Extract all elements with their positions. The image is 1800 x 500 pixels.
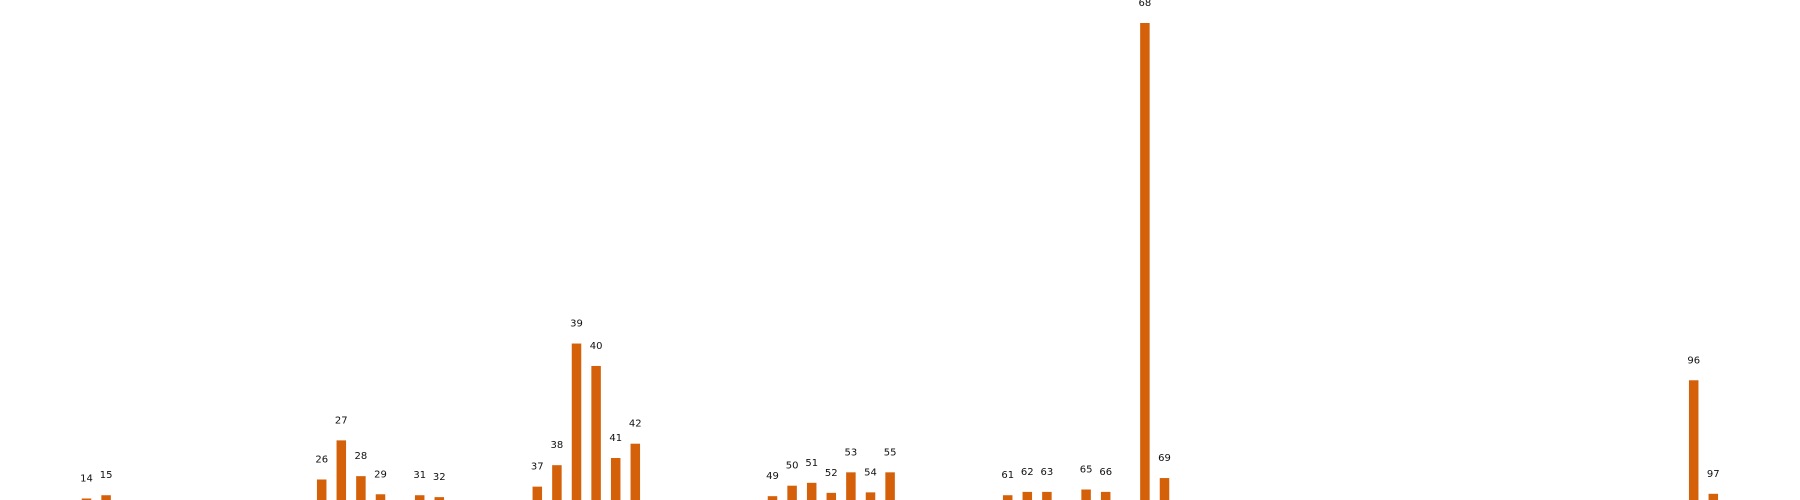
bar-26	[316, 479, 327, 500]
bar-41	[610, 458, 621, 500]
bar-27	[336, 440, 347, 500]
bar-96	[1688, 380, 1699, 500]
bar-66	[1100, 491, 1111, 500]
bar-label-42: 42	[629, 419, 642, 430]
bar-61	[1002, 495, 1013, 500]
bar-50	[787, 485, 797, 500]
bars-group	[81, 23, 1719, 500]
bar-label-31: 31	[413, 470, 426, 481]
bar-37	[532, 486, 543, 500]
bar-63	[1042, 491, 1052, 500]
bar-label-96: 96	[1687, 355, 1700, 366]
bar-69	[1159, 478, 1170, 500]
bar-label-37: 37	[531, 462, 544, 473]
bar-52	[826, 492, 837, 500]
bar-label-32: 32	[433, 472, 446, 483]
bar-label-14: 14	[80, 474, 93, 485]
bar-label-27: 27	[335, 415, 348, 426]
bar-39	[571, 343, 582, 500]
bar-label-38: 38	[551, 440, 564, 451]
bar-label-63: 63	[1041, 467, 1054, 478]
bar-label-62: 62	[1021, 467, 1034, 478]
bar-14	[81, 498, 92, 500]
bar-label-54: 54	[864, 467, 877, 478]
bar-label-55: 55	[884, 447, 897, 458]
bar-15	[101, 495, 111, 500]
bar-label-29: 29	[374, 469, 387, 480]
bar-40	[591, 365, 601, 500]
bar-label-61: 61	[1001, 470, 1014, 481]
bar-label-50: 50	[786, 461, 799, 472]
bar-49	[767, 496, 778, 500]
bar-label-41: 41	[609, 433, 622, 444]
bar-65	[1081, 489, 1091, 500]
bar-31	[414, 495, 425, 500]
bar-42	[630, 443, 641, 500]
bar-label-28: 28	[355, 451, 368, 462]
bar-label-51: 51	[805, 458, 818, 469]
bar-label-26: 26	[315, 454, 328, 465]
bar-54	[865, 492, 876, 500]
bar-55	[885, 472, 895, 500]
bar-label-39: 39	[570, 319, 583, 330]
bar-label-52: 52	[825, 468, 838, 479]
bar-label-69: 69	[1158, 453, 1171, 464]
bar-labels-group: 14 15 26 27 28 29 31 32 37 38 39 40 41 42 49 50 51 52 53 54…	[80, 0, 1720, 485]
bar-28	[356, 476, 366, 500]
bar-38	[552, 465, 562, 500]
bar-97	[1708, 493, 1719, 500]
bar-62	[1022, 491, 1033, 500]
bar-label-15: 15	[100, 470, 113, 481]
bar-label-49: 49	[766, 471, 779, 482]
bar-53	[846, 472, 856, 500]
bar-label-53: 53	[845, 447, 858, 458]
bar-32	[434, 497, 445, 500]
bar-29	[375, 494, 386, 500]
bar-51	[806, 482, 817, 500]
bar-label-40: 40	[590, 341, 603, 352]
bar-label-97: 97	[1707, 469, 1720, 480]
bar-label-65: 65	[1080, 465, 1093, 476]
bar-68	[1140, 23, 1150, 500]
bar-label-66: 66	[1099, 467, 1112, 478]
bar-label-68: 68	[1139, 0, 1152, 9]
